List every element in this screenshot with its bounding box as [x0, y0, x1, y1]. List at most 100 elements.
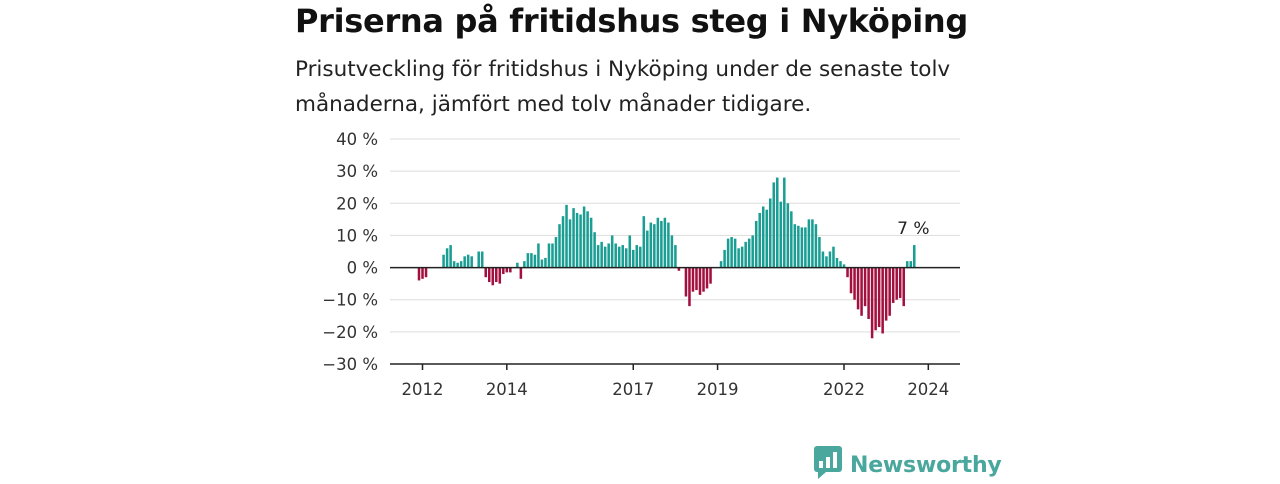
bar [624, 248, 628, 268]
bar [881, 267, 884, 334]
bar [758, 212, 761, 268]
bar [519, 267, 523, 279]
bar [723, 249, 726, 268]
bar [632, 249, 635, 268]
bar [860, 267, 863, 316]
x-tick-label: 2019 [697, 380, 739, 399]
y-tick-label: 30 % [336, 162, 378, 181]
bar [670, 235, 674, 268]
bar [572, 208, 575, 268]
bar [891, 267, 895, 303]
bar [466, 254, 470, 268]
x-tick-label: 2024 [907, 380, 949, 399]
bar [740, 246, 744, 268]
bar [874, 267, 877, 331]
bar [540, 259, 544, 268]
bar [863, 267, 867, 307]
bar [754, 220, 758, 268]
brand-name: Newsworthy [850, 452, 1002, 478]
bar [635, 245, 639, 268]
bar [579, 214, 582, 268]
bar [516, 262, 519, 268]
latest-value-label: 7 % [897, 219, 929, 239]
bar [523, 261, 526, 268]
bar [688, 267, 691, 307]
bar [867, 267, 870, 319]
bar [674, 245, 677, 268]
bar [589, 217, 593, 268]
bar [617, 246, 621, 268]
bar [842, 264, 846, 268]
bar [800, 227, 804, 268]
bar [667, 222, 670, 268]
bar [660, 220, 663, 268]
bar [456, 262, 459, 268]
bar [786, 203, 790, 268]
bar [649, 222, 653, 268]
y-tick-label: 20 % [336, 194, 378, 213]
bar [642, 216, 646, 268]
bar [509, 267, 512, 273]
bar [495, 267, 498, 283]
bar [719, 261, 723, 268]
bar [839, 261, 842, 268]
chart-title: Priserna på fritidshus steg i Nyköping [295, 2, 968, 40]
bar [765, 209, 768, 268]
bar [653, 224, 656, 268]
bar [730, 237, 733, 268]
y-axis-labels: 40 % 30 % 20 % 10 % 0 % −10 % −20 % −30 % [322, 130, 378, 374]
bar [797, 225, 800, 268]
bar [832, 246, 835, 268]
bar [575, 212, 579, 268]
bar [554, 237, 558, 268]
bar [656, 217, 660, 268]
bar [487, 267, 491, 283]
bar [639, 246, 642, 268]
newsworthy-logo-icon [814, 446, 842, 484]
bar [870, 267, 874, 339]
bar [779, 201, 783, 268]
bar [814, 224, 818, 268]
bar [684, 267, 688, 297]
y-tick-label: 10 % [336, 226, 378, 245]
y-tick-label: 40 % [336, 130, 378, 149]
bar [811, 219, 814, 268]
bar [491, 267, 495, 286]
bar [452, 261, 456, 268]
bar [621, 245, 624, 268]
bar [804, 227, 807, 268]
bar [537, 243, 540, 268]
chart-subtitle: Prisutveckling för fritidshus i Nyköping… [295, 57, 951, 117]
bar [530, 253, 533, 268]
bar [470, 256, 473, 268]
bar [818, 237, 821, 268]
bar [895, 267, 898, 300]
bar [459, 261, 463, 268]
bar [586, 211, 589, 268]
bar [913, 245, 916, 268]
bar [614, 243, 617, 268]
newsworthy-logo: Newsworthy [814, 446, 1002, 484]
bar [558, 224, 561, 268]
bar [628, 235, 632, 268]
bar [698, 267, 702, 295]
bar [526, 253, 530, 268]
bar [776, 177, 779, 268]
bar [424, 267, 428, 278]
bar [849, 267, 853, 294]
bar [582, 206, 586, 268]
bar [544, 257, 547, 268]
bar [902, 267, 905, 307]
bar [477, 251, 480, 268]
x-tick-label: 2017 [612, 380, 654, 399]
bar [561, 216, 565, 268]
bar [691, 267, 695, 292]
bar [884, 267, 888, 321]
bar [547, 243, 551, 268]
bar [807, 219, 811, 268]
y-tick-label: −30 % [322, 355, 378, 374]
x-axis-labels: 2012 2014 2017 2019 2022 2024 [402, 364, 949, 399]
y-tick-label: −10 % [322, 291, 378, 310]
bar [480, 251, 484, 268]
